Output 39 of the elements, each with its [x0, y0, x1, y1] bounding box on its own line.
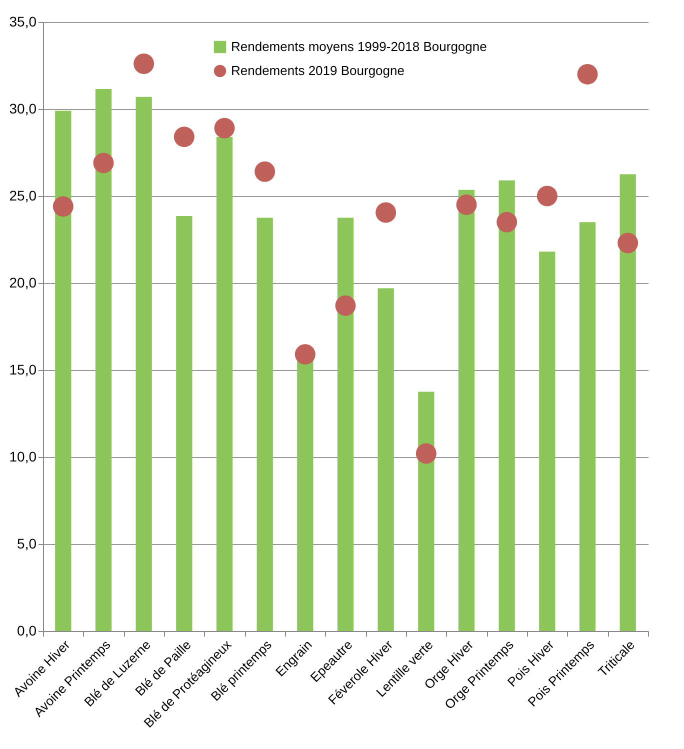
point — [294, 344, 316, 365]
y-tick-label: 10,0 — [9, 448, 37, 464]
y-tick-label: 20,0 — [9, 274, 37, 290]
point — [93, 152, 114, 174]
bar — [216, 136, 233, 631]
y-tick-label: 25,0 — [9, 188, 37, 204]
bar — [458, 190, 475, 631]
point — [52, 196, 74, 217]
y-tick-label: 30,0 — [9, 100, 37, 116]
bar — [256, 218, 273, 631]
point — [577, 64, 598, 84]
bar — [498, 180, 515, 631]
bar — [378, 288, 394, 631]
point — [335, 295, 356, 316]
point — [416, 443, 436, 464]
y-tick-label: 0,0 — [17, 622, 37, 638]
point — [174, 126, 194, 148]
bar — [176, 216, 192, 631]
point — [134, 54, 154, 74]
bar — [337, 218, 354, 631]
point — [496, 212, 518, 232]
y-tick-label: 15,0 — [9, 362, 37, 378]
legend-label: Rendements moyens 1999-2018 Bourgogne — [231, 39, 487, 54]
point — [214, 118, 235, 138]
y-tick-label: 5,0 — [17, 536, 37, 552]
bar — [95, 88, 112, 631]
bar — [55, 110, 72, 631]
bar — [579, 222, 596, 631]
point — [618, 232, 638, 254]
y-tick-label: 35,0 — [9, 14, 37, 30]
point — [456, 194, 477, 215]
point — [536, 186, 558, 206]
bar — [136, 96, 152, 631]
point — [376, 202, 396, 223]
legend-label: Rendements 2019 Bourgogne — [231, 63, 404, 78]
bar — [418, 392, 434, 631]
bar — [620, 174, 636, 631]
point — [254, 161, 276, 182]
bar — [539, 252, 556, 631]
